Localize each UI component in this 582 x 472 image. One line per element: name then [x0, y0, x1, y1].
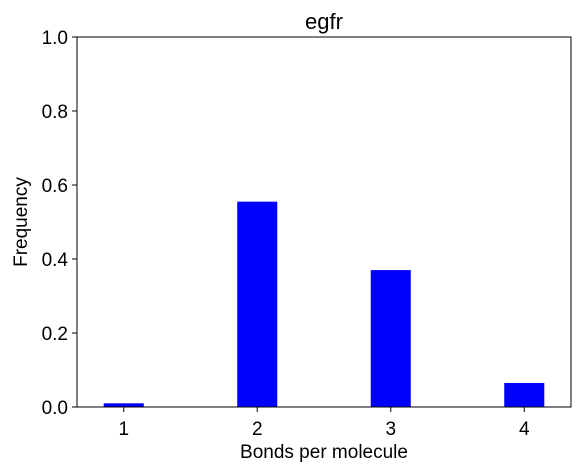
x-axis: 1 2 3 4	[118, 407, 530, 440]
x-tick-label: 2	[252, 419, 263, 440]
y-axis: 0.0 0.2 0.4 0.6 0.8 1.0	[42, 28, 77, 419]
bar-2	[237, 201, 278, 407]
x-axis-label: Bonds per molecule	[240, 442, 408, 463]
x-tick-label: 1	[118, 419, 129, 440]
y-axis-label: Frequency	[11, 177, 32, 267]
bar-4	[504, 382, 545, 407]
bars-group	[103, 201, 545, 407]
y-tick-label: 0.4	[42, 250, 69, 271]
y-tick-label: 0.2	[42, 324, 68, 345]
x-tick-label: 3	[385, 419, 396, 440]
x-tick-label: 4	[519, 419, 530, 440]
y-tick-label: 0.0	[42, 398, 68, 419]
chart-title: egfr	[305, 9, 343, 34]
bar-1	[103, 403, 144, 407]
plot-frame	[76, 36, 572, 408]
bar-3	[370, 270, 411, 407]
y-tick-label: 1.0	[42, 28, 68, 49]
y-tick-label: 0.6	[42, 176, 68, 197]
y-tick-label: 0.8	[42, 102, 68, 123]
